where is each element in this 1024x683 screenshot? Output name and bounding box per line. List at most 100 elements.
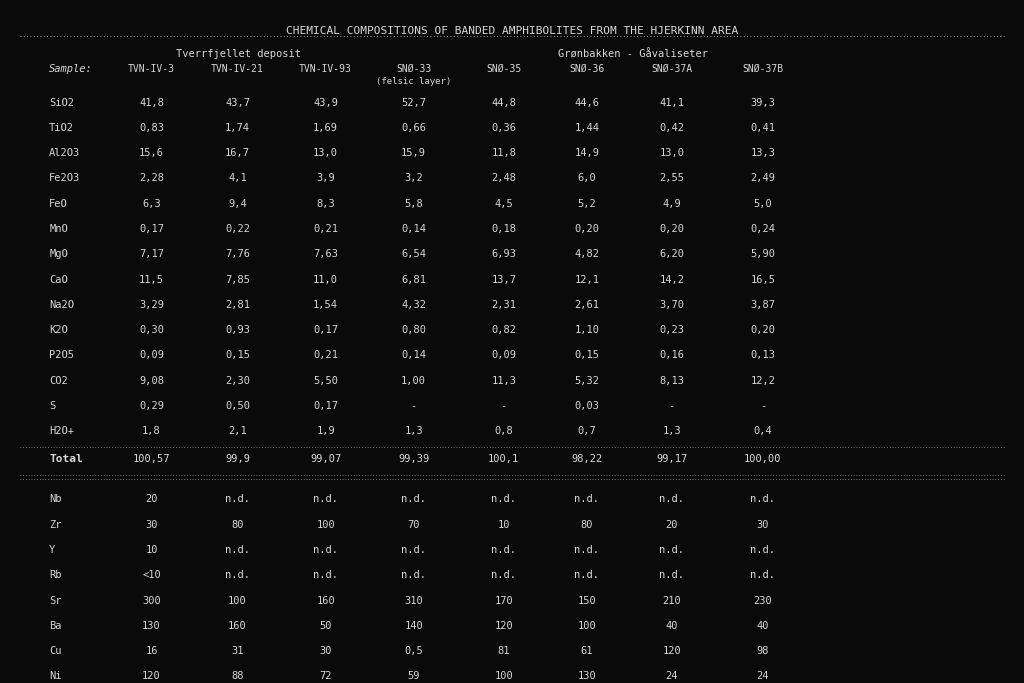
Text: 2,48: 2,48 [492,173,516,184]
Text: 0,13: 0,13 [751,350,775,361]
Text: -: - [669,401,675,411]
Text: Nb: Nb [49,494,61,505]
Text: SNØ-35: SNØ-35 [486,64,521,74]
Text: 5,8: 5,8 [404,199,423,209]
Text: 61: 61 [581,646,593,656]
Text: 88: 88 [231,671,244,682]
Text: (felsic layer): (felsic layer) [376,77,452,86]
Text: 24: 24 [757,671,769,682]
Text: 0,41: 0,41 [751,123,775,133]
Text: 5,50: 5,50 [313,376,338,386]
Text: 2,49: 2,49 [751,173,775,184]
Text: 100: 100 [228,596,247,606]
Text: 5,90: 5,90 [751,249,775,260]
Text: 10: 10 [498,520,510,530]
Text: 0,15: 0,15 [225,350,250,361]
Text: -: - [411,401,417,411]
Text: 0,21: 0,21 [313,224,338,234]
Text: 11,0: 11,0 [313,275,338,285]
Text: Zr: Zr [49,520,61,530]
Text: 3,29: 3,29 [139,300,164,310]
Text: 310: 310 [404,596,423,606]
Text: 4,32: 4,32 [401,300,426,310]
Text: 100: 100 [495,671,513,682]
Text: 0,80: 0,80 [401,325,426,335]
Text: 0,50: 0,50 [225,401,250,411]
Text: P2O5: P2O5 [49,350,74,361]
Text: 14,2: 14,2 [659,275,684,285]
Text: 11,5: 11,5 [139,275,164,285]
Text: 0,66: 0,66 [401,123,426,133]
Text: 20: 20 [145,494,158,505]
Text: SNØ-36: SNØ-36 [569,64,604,74]
Text: 31: 31 [231,646,244,656]
Text: 20: 20 [666,520,678,530]
Text: 4,1: 4,1 [228,173,247,184]
Text: 8,13: 8,13 [659,376,684,386]
Text: -: - [760,401,766,411]
Text: 99,07: 99,07 [310,454,341,464]
Text: 1,8: 1,8 [142,426,161,436]
Text: 99,9: 99,9 [225,454,250,464]
Text: n.d.: n.d. [401,494,426,505]
Text: 2,28: 2,28 [139,173,164,184]
Text: 15,6: 15,6 [139,148,164,158]
Text: 30: 30 [145,520,158,530]
Text: 0,15: 0,15 [574,350,599,361]
Text: 130: 130 [142,621,161,631]
Text: 5,2: 5,2 [578,199,596,209]
Text: 0,20: 0,20 [659,224,684,234]
Text: 0,23: 0,23 [659,325,684,335]
Text: 99,17: 99,17 [656,454,687,464]
Text: 0,29: 0,29 [139,401,164,411]
Text: 3,2: 3,2 [404,173,423,184]
Text: 130: 130 [578,671,596,682]
Text: 7,76: 7,76 [225,249,250,260]
Text: 70: 70 [408,520,420,530]
Text: 100,57: 100,57 [133,454,170,464]
Text: 0,24: 0,24 [751,224,775,234]
Text: 0,36: 0,36 [492,123,516,133]
Text: n.d.: n.d. [492,570,516,581]
Text: 160: 160 [316,596,335,606]
Text: 1,54: 1,54 [313,300,338,310]
Text: MnO: MnO [49,224,68,234]
Text: 0,18: 0,18 [492,224,516,234]
Text: 81: 81 [498,646,510,656]
Text: n.d.: n.d. [751,545,775,555]
Text: 6,54: 6,54 [401,249,426,260]
Text: Sample:: Sample: [49,64,93,74]
Text: TVN-IV-3: TVN-IV-3 [128,64,175,74]
Text: n.d.: n.d. [401,570,426,581]
Text: 0,17: 0,17 [313,401,338,411]
Text: 24: 24 [666,671,678,682]
Text: 6,3: 6,3 [142,199,161,209]
Text: Grønbakken - Gåvaliseter: Grønbakken - Gåvaliseter [558,49,709,59]
Text: 52,7: 52,7 [401,98,426,108]
Text: n.d.: n.d. [574,570,599,581]
Text: n.d.: n.d. [659,545,684,555]
Text: 1,3: 1,3 [404,426,423,436]
Text: n.d.: n.d. [492,545,516,555]
Text: TVN-IV-93: TVN-IV-93 [299,64,352,74]
Text: 0,42: 0,42 [659,123,684,133]
Text: 30: 30 [757,520,769,530]
Text: 41,8: 41,8 [139,98,164,108]
Text: K2O: K2O [49,325,68,335]
Text: 100,1: 100,1 [488,454,519,464]
Text: 11,3: 11,3 [492,376,516,386]
Text: 12,1: 12,1 [574,275,599,285]
Text: <10: <10 [142,570,161,581]
Text: 98: 98 [757,646,769,656]
Text: n.d.: n.d. [751,570,775,581]
Text: Na2O: Na2O [49,300,74,310]
Text: Sr: Sr [49,596,61,606]
Text: 16,7: 16,7 [225,148,250,158]
Text: 3,70: 3,70 [659,300,684,310]
Text: 50: 50 [319,621,332,631]
Text: 150: 150 [578,596,596,606]
Text: 210: 210 [663,596,681,606]
Text: 44,8: 44,8 [492,98,516,108]
Text: 5,32: 5,32 [574,376,599,386]
Text: 10: 10 [145,545,158,555]
